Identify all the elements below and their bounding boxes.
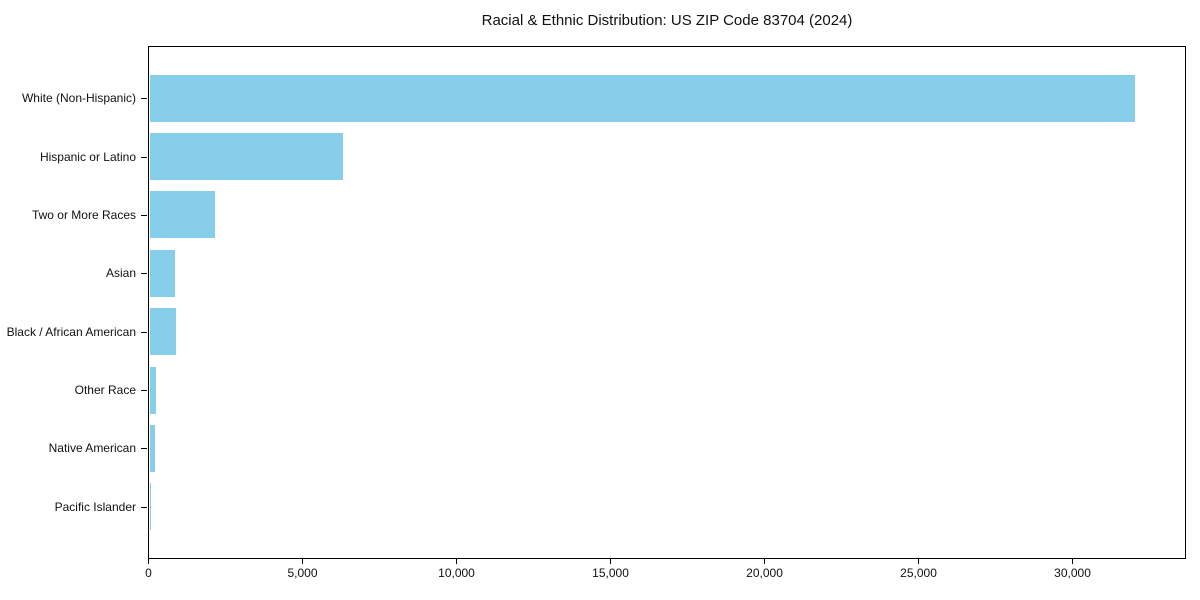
y-tick-label-hispanic-or-latino: Hispanic or Latino [39,149,136,164]
bar-native-american [150,424,155,472]
y-tick-label-two-or-more-races: Two or More Races [31,207,136,222]
x-tick-mark [918,559,920,564]
bar-row [150,303,1184,361]
x-tick-label-0: 0 [145,566,152,580]
bar-two-or-more-races [150,191,215,239]
x-tick-label-25-000: 25,000 [900,566,937,580]
bar-row [150,419,1184,477]
x-tick-label-30-000: 30,000 [1054,566,1091,580]
x-tick-mark [148,559,149,564]
plot-area [148,46,1186,559]
y-tick-mark [141,331,147,333]
y-tick-mark [141,273,147,275]
bar-pacific-islander [150,483,152,531]
x-tick-label-5-000: 5,000 [287,566,318,580]
bar-row [150,127,1184,185]
x-tick-mark [302,559,303,564]
y-tick-label-black-african-american: Black / African American [6,324,136,339]
bar-other-race [150,366,156,414]
x-tick-mark [456,559,457,564]
y-tick-mark [141,390,147,392]
bar-row [150,244,1184,302]
x-tick-mark [610,559,612,564]
bars-container [150,46,1184,559]
bar-row [150,478,1184,536]
x-tick-label-15-000: 15,000 [592,566,629,580]
x-tick-label-10-000: 10,000 [438,566,475,580]
y-tick-mark [141,98,147,100]
bar-row [150,186,1184,244]
y-tick-label-white-non-hispanic: White (Non-Hispanic) [21,91,136,106]
bar-black-african-american [150,308,176,356]
y-tick-mark [141,156,147,158]
bar-white-non-hispanic [150,74,1135,122]
y-tick-label-pacific-islander: Pacific Islander [54,499,136,514]
y-tick-mark [141,448,147,450]
bar-row [150,361,1184,419]
bar-hispanic-or-latino [150,133,344,181]
chart-title: Racial & Ethnic Distribution: US ZIP Cod… [481,12,853,29]
y-tick-mark [141,214,147,216]
bar-row [150,69,1184,127]
y-tick-label-other-race: Other Race [74,383,136,398]
y-tick-label-native-american: Native American [48,441,136,456]
y-tick-label-asian: Asian [105,266,136,281]
x-tick-mark [1072,559,1074,564]
x-tick-label-20-000: 20,000 [746,566,783,580]
x-tick-mark [764,559,766,564]
bar-asian [150,249,175,297]
y-tick-mark [141,506,147,508]
